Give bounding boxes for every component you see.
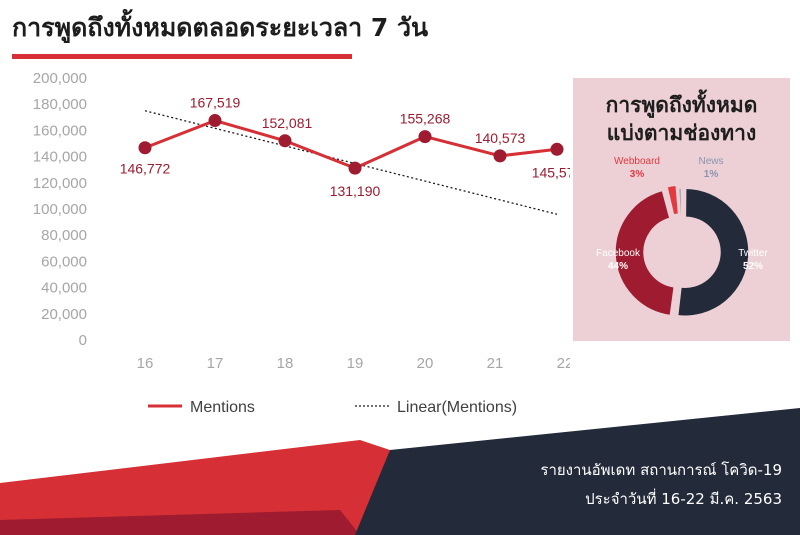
- y-tick-label: 20,000: [41, 306, 87, 323]
- x-tick-label: 21: [487, 355, 504, 372]
- donut-value-twitter: 52%: [743, 261, 763, 272]
- donut-slice-facebook: [614, 189, 676, 317]
- channel-breakdown-panel: การพูดถึงทั้งหมด แบ่งตามช่องทาง Twitter 5…: [573, 78, 790, 341]
- x-tick-label: 17: [207, 355, 224, 372]
- channel-donut-chart: Twitter 52% Facebook 44% Webboard 3% News 1%: [596, 156, 768, 317]
- data-point: [278, 134, 292, 148]
- y-tick-label: 40,000: [41, 280, 87, 297]
- data-point: [348, 161, 362, 175]
- data-point: [138, 141, 152, 155]
- x-tick-label: 18: [277, 355, 294, 372]
- donut-slice-news: [677, 187, 683, 218]
- y-tick-label: 180,000: [33, 96, 87, 113]
- donut-slice-webboard: [666, 184, 680, 216]
- x-tick-label: 16: [137, 355, 154, 372]
- data-point: [550, 142, 564, 156]
- data-point: [493, 149, 507, 163]
- x-tick-label: 19: [347, 355, 364, 372]
- donut-title-line-2: แบ่งตามช่องทาง: [606, 121, 757, 145]
- data-point: [208, 114, 222, 128]
- x-tick-label: 22: [557, 355, 570, 372]
- footer-red-stripe: [0, 440, 390, 535]
- y-tick-label: 0: [79, 332, 87, 349]
- donut-value-webboard: 3%: [630, 169, 645, 180]
- y-tick-label: 120,000: [33, 175, 87, 192]
- legend-trendline-label: Linear(Mentions): [397, 399, 517, 416]
- donut-slice-twitter: [676, 187, 750, 317]
- page-title: การพูดถึงทั้งหมดตลอดระยะเวลา 7 วัน: [12, 13, 429, 42]
- data-point: [418, 130, 432, 144]
- footer-report-date: ประจำวันที่ 16-22 มี.ค. 2563: [585, 490, 782, 508]
- data-label: 146,772: [120, 161, 171, 177]
- legend-mentions-label: Mentions: [190, 399, 255, 416]
- footer-dark-panel: [355, 408, 800, 535]
- data-label: 140,573: [475, 130, 526, 146]
- data-label: 167,519: [190, 95, 241, 111]
- donut-title-line-1: การพูดถึงทั้งหมด: [605, 93, 758, 117]
- y-tick-label: 160,000: [33, 122, 87, 139]
- y-tick-label: 80,000: [41, 227, 87, 244]
- donut-label-facebook: Facebook: [596, 248, 641, 259]
- footer-dark-red-wedge: [0, 510, 360, 535]
- mentions-line-chart: 0 20,000 40,000 60,000 80,000 100,000 120,000 1…: [33, 70, 570, 416]
- y-tick-label: 60,000: [41, 253, 87, 270]
- title-underline: [12, 54, 352, 59]
- trendline: [144, 110, 558, 215]
- donut-label-news: News: [698, 156, 723, 167]
- footer-band: [0, 408, 800, 535]
- data-label: 152,081: [262, 115, 313, 131]
- donut-value-news: 1%: [704, 169, 719, 180]
- donut-label-twitter: Twitter: [738, 248, 768, 259]
- donut-value-facebook: 44%: [608, 261, 628, 272]
- donut-label-webboard: Webboard: [614, 156, 660, 167]
- y-tick-label: 140,000: [33, 149, 87, 166]
- data-label: 155,268: [400, 111, 451, 127]
- x-tick-label: 20: [417, 355, 434, 372]
- data-label: 145,573: [532, 164, 570, 180]
- footer-report-title: รายงานอัพเดท สถานการณ์ โควิด-19: [540, 461, 782, 479]
- y-tick-label: 200,000: [33, 70, 87, 87]
- y-tick-label: 100,000: [33, 201, 87, 218]
- data-label: 131,190: [330, 183, 381, 199]
